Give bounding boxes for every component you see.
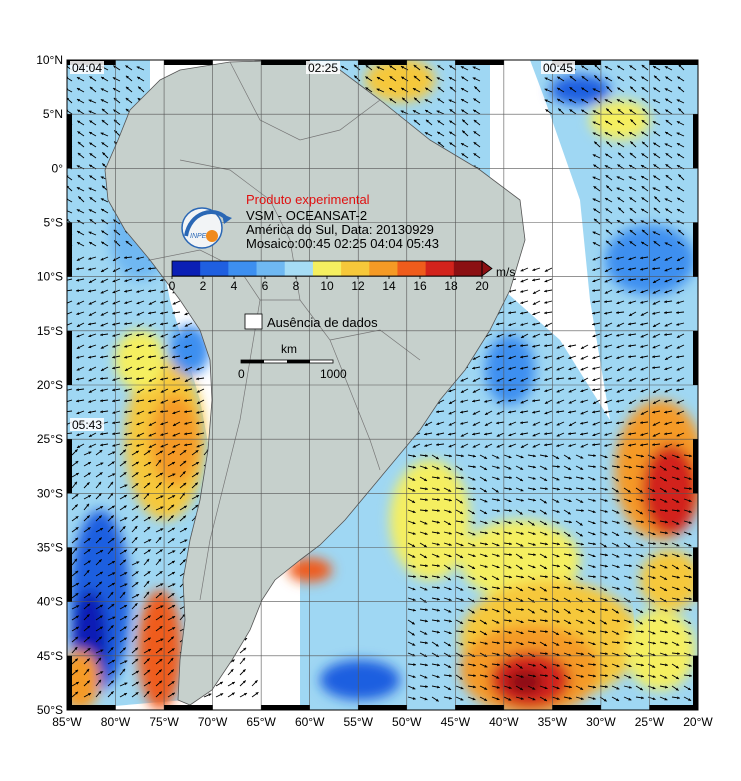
no-data-swatch xyxy=(244,313,263,330)
colorbar-segment xyxy=(284,261,314,276)
colorbar-tick-label: 4 xyxy=(231,279,238,293)
info-line-mosaic: Mosaico:00:45 02:25 04:04 05:43 xyxy=(246,236,439,251)
lon-label: 30°W xyxy=(586,715,616,729)
no-data-label: Ausência de dados xyxy=(267,315,378,330)
lat-label: 25°S xyxy=(37,432,63,446)
pass-time-label: 04:04 xyxy=(72,61,102,75)
lon-label: 45°W xyxy=(441,715,471,729)
info-line-sensor: VSM - OCEANSAT-2 xyxy=(246,208,367,223)
colorbar-segment xyxy=(453,261,483,276)
colorbar-segment xyxy=(200,261,229,276)
colorbar-tick-label: 6 xyxy=(262,279,269,293)
colorbar-segment xyxy=(172,261,201,276)
colorbar-tick-label: 0 xyxy=(169,279,176,293)
lat-label: 50°S xyxy=(37,703,63,717)
colorbar-tick-label: 12 xyxy=(351,279,365,293)
colorbar: 0 2 4 6 8 10 12 14 16 18 20 xyxy=(169,260,493,293)
lat-label: 45°S xyxy=(37,649,63,663)
colorbar-tick-label: 14 xyxy=(382,279,396,293)
colorbar-segment xyxy=(369,261,398,276)
scale-unit: km xyxy=(281,342,297,356)
pass-time-label: 02:25 xyxy=(308,61,338,75)
lon-label: 60°W xyxy=(295,715,325,729)
lon-label: 20°W xyxy=(683,715,713,729)
colorbar-tick-label: 16 xyxy=(413,279,427,293)
scale-bar: km 0 1000 xyxy=(238,342,347,381)
colorbar-unit: m/s xyxy=(496,265,515,279)
lat-label: 5°N xyxy=(43,107,63,121)
lon-label: 85°W xyxy=(52,715,82,729)
lon-label: 55°W xyxy=(343,715,373,729)
lat-label: 35°S xyxy=(37,541,63,555)
lat-label: 0° xyxy=(52,161,64,175)
lat-label: 20°S xyxy=(37,378,63,392)
lon-label: 70°W xyxy=(198,715,228,729)
lon-label: 80°W xyxy=(101,715,131,729)
lon-label: 75°W xyxy=(149,715,179,729)
colorbar-segment xyxy=(425,261,455,276)
colorbar-segment xyxy=(256,261,286,276)
map-frame xyxy=(66,59,699,711)
lat-label: 10°S xyxy=(37,270,63,284)
info-line-date: América do Sul, Data: 20130929 xyxy=(246,222,434,237)
lat-label: 15°S xyxy=(37,324,63,338)
scale-end: 1000 xyxy=(320,367,347,381)
lon-label: 50°W xyxy=(392,715,422,729)
latitude-labels: 10°N 5°N 0° 5°S 10°S 15°S 20°S 25°S 30°S 35°S 40°S… xyxy=(36,53,63,717)
colorbar-tick-label: 18 xyxy=(444,279,458,293)
graticule xyxy=(67,60,698,710)
lat-label: 30°S xyxy=(37,486,63,500)
inpe-logo: INPE xyxy=(181,207,232,249)
inpe-logo-text: INPE xyxy=(190,233,207,240)
colorbar-segment xyxy=(341,261,370,276)
lon-label: 65°W xyxy=(246,715,276,729)
colorbar-tick-label: 10 xyxy=(320,279,334,293)
colorbar-segment xyxy=(397,261,427,276)
pass-time-label: 00:45 xyxy=(543,61,573,75)
lat-label: 40°S xyxy=(37,595,63,609)
colorbar-segment xyxy=(312,261,342,276)
colorbar-tick-label: 20 xyxy=(475,279,489,293)
lat-label: 10°N xyxy=(36,53,63,67)
product-title: Produto experimental xyxy=(246,192,370,207)
colorbar-tick-label: 8 xyxy=(293,279,300,293)
colorbar-tick-label: 2 xyxy=(200,279,207,293)
pass-time-labels: 04:04 02:25 00:45 05:43 xyxy=(70,61,575,432)
pass-time-label: 05:43 xyxy=(72,418,102,432)
lon-label: 25°W xyxy=(635,715,665,729)
scale-start: 0 xyxy=(238,367,245,381)
longitude-labels: 85°W 80°W 75°W 70°W 65°W 60°W 55°W 50°W 45°W 40°W… xyxy=(52,715,713,729)
lat-label: 5°S xyxy=(44,216,63,230)
lon-label: 40°W xyxy=(489,715,519,729)
colorbar-segment xyxy=(228,261,258,276)
lon-label: 35°W xyxy=(538,715,568,729)
